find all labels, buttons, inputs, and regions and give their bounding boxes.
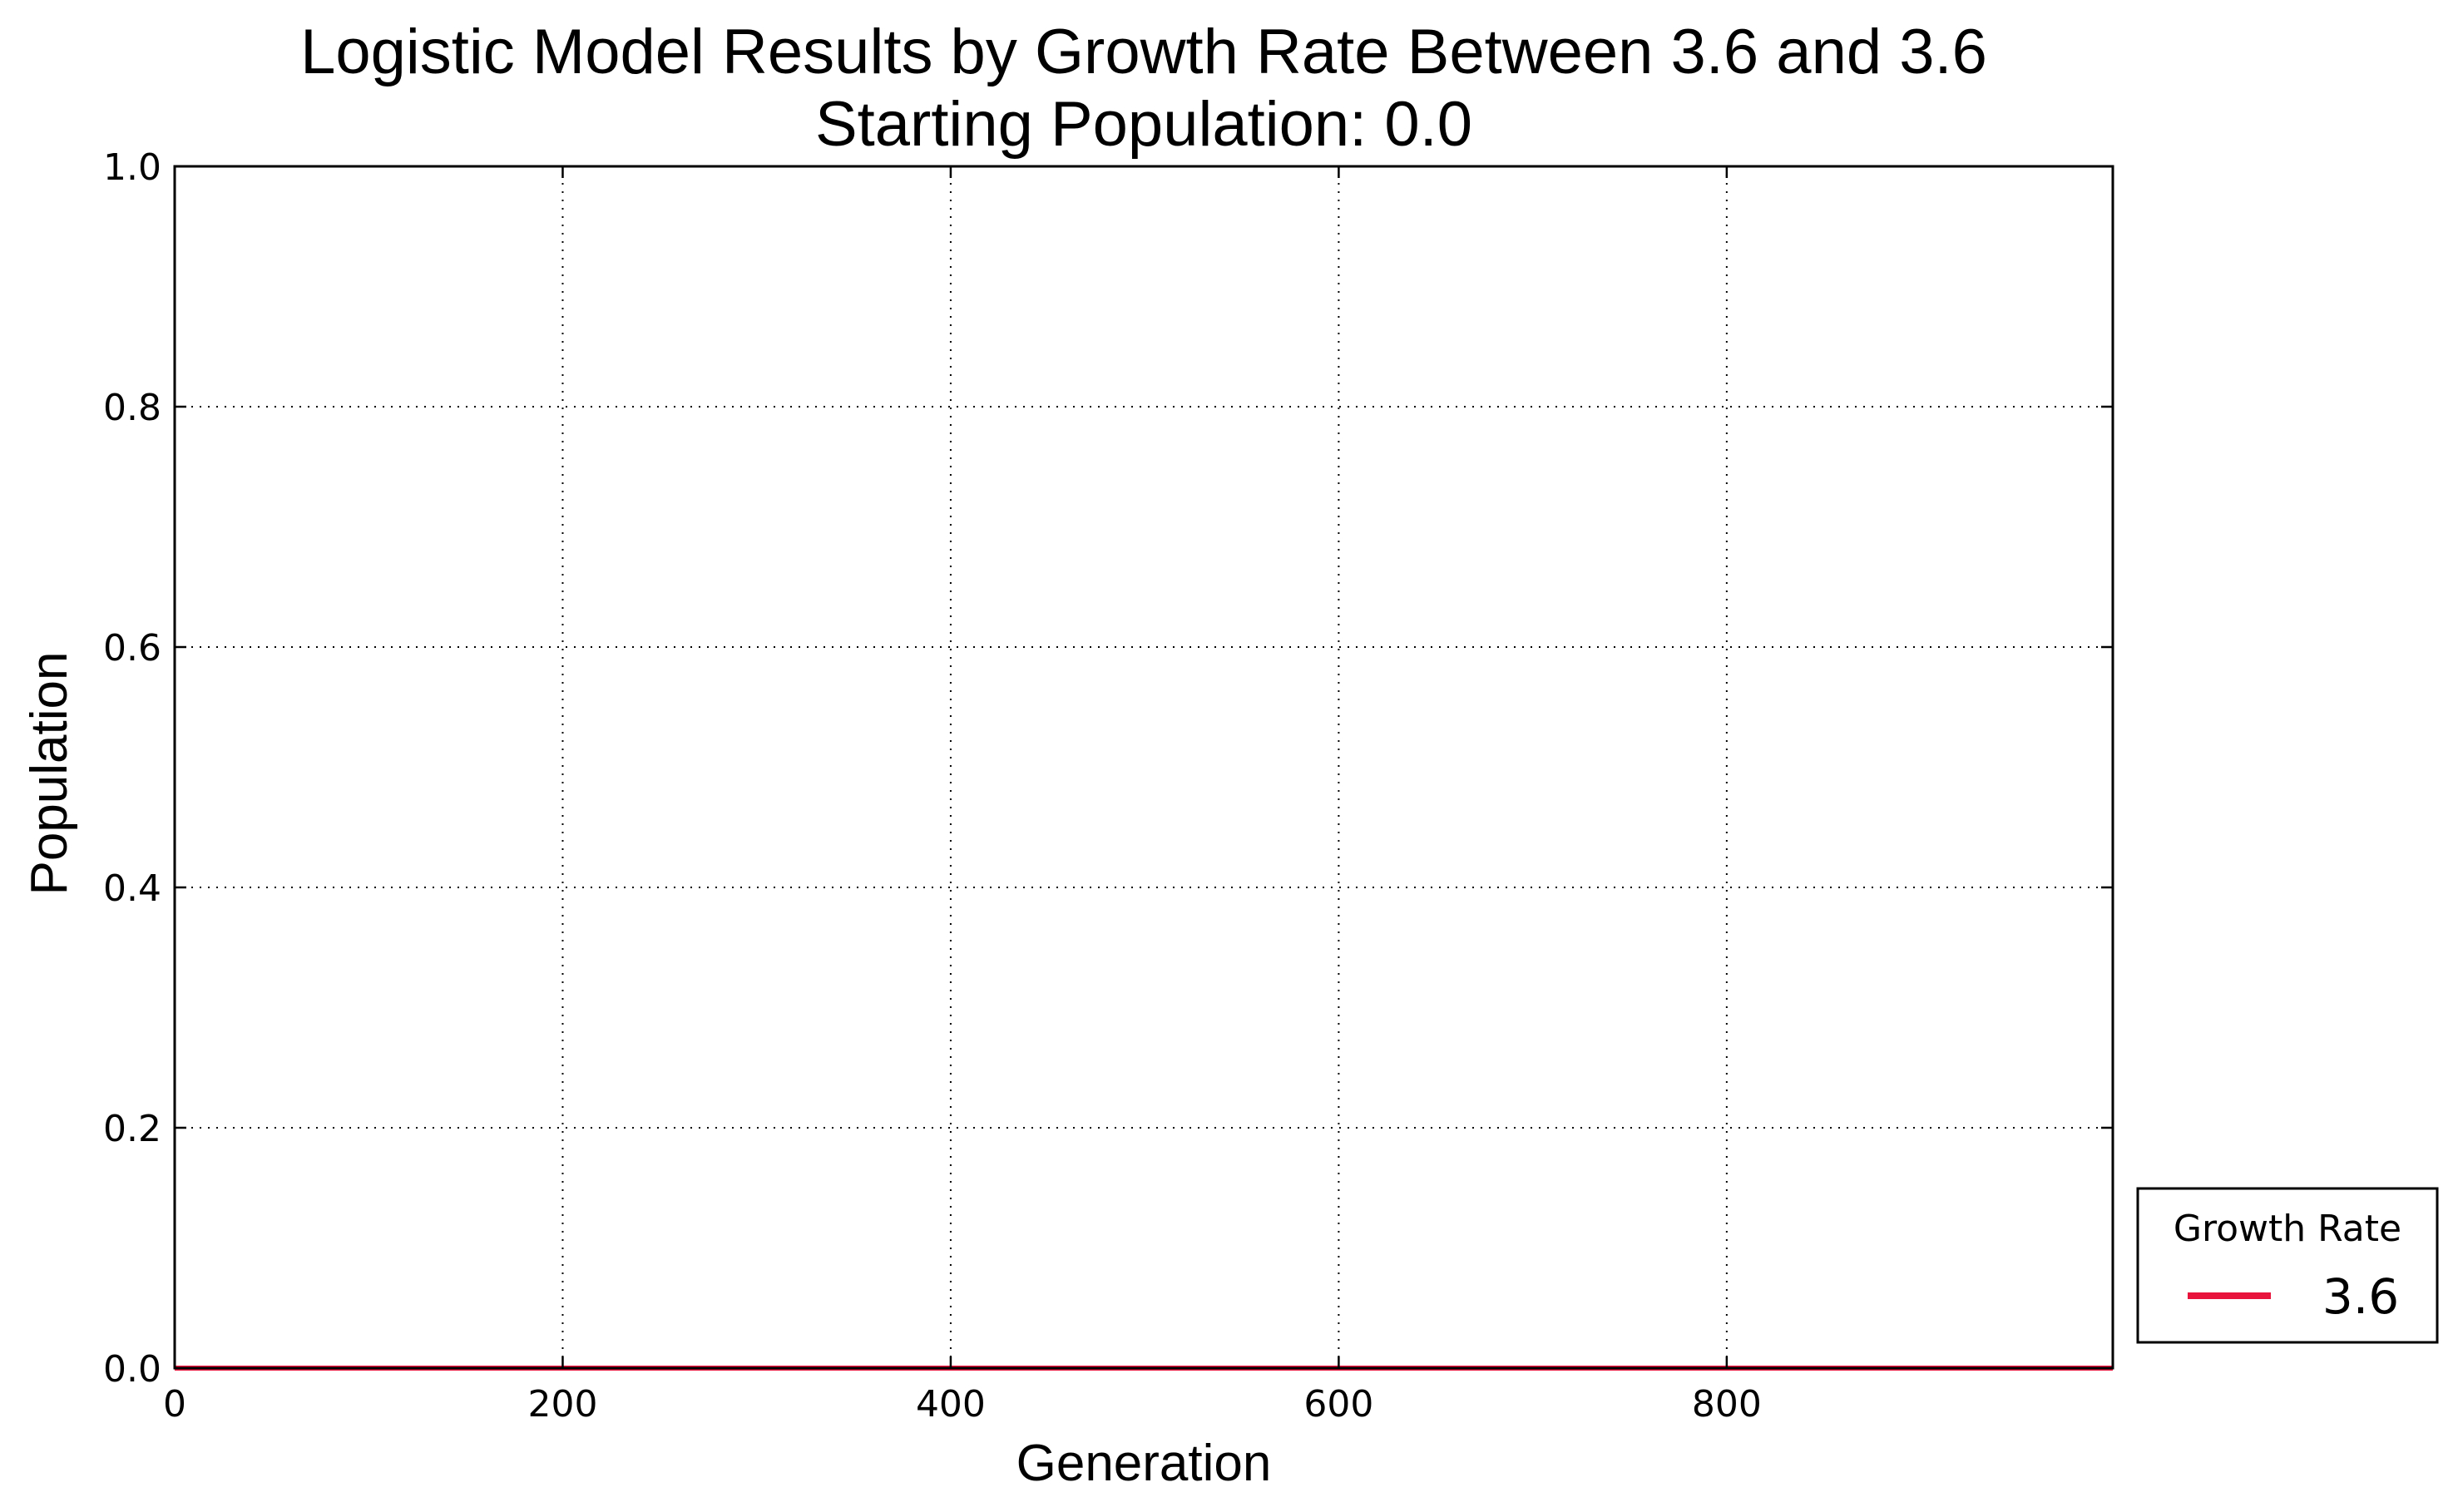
y-tick-label: 0.6: [103, 627, 161, 670]
legend-title: Growth Rate: [2174, 1208, 2401, 1250]
legend: Growth Rate 3.6: [2136, 1187, 2439, 1344]
legend-label: 3.6: [2322, 1268, 2399, 1325]
chart-title: Logistic Model Results by Growth Rate Be…: [300, 17, 1987, 87]
x-tick-label: 400: [916, 1383, 986, 1426]
y-tick-label: 0.0: [103, 1348, 161, 1391]
x-tick-label: 600: [1303, 1383, 1373, 1426]
x-axis-label: Generation: [1016, 1435, 1272, 1492]
legend-entries: 3.6: [2188, 1268, 2399, 1325]
y-axis-label: Population: [21, 651, 78, 895]
legend-frame: [2136, 1187, 2439, 1344]
chart-subtitle: Starting Population: 0.0: [815, 89, 1472, 160]
y-tick-label: 0.8: [103, 387, 161, 429]
x-tick-label: 0: [163, 1383, 186, 1426]
y-tick-label: 0.4: [103, 867, 161, 910]
plot-frame: [173, 165, 2114, 1370]
x-tick-label: 800: [1692, 1383, 1762, 1426]
y-tick-label: 1.0: [103, 146, 161, 189]
grid-layer: [175, 166, 2113, 1368]
y-tick-label: 0.2: [103, 1108, 161, 1150]
tick-layer: 0 200 400 600 800 0.0 0.2 0.4 0.6 0.8 1.0: [103, 146, 2113, 1426]
x-tick-label: 200: [527, 1383, 597, 1426]
